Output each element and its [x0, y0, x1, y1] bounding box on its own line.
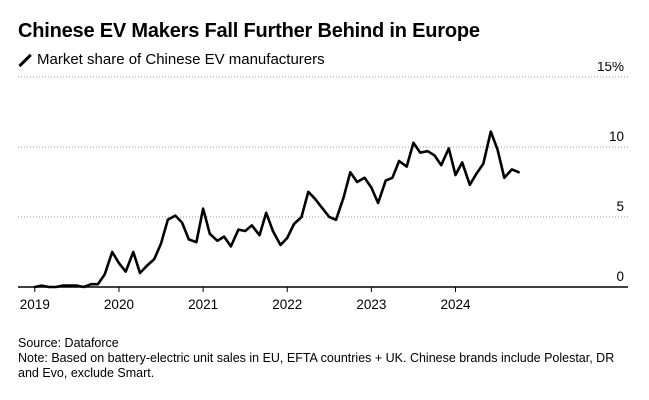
y-tick-label: 0: [616, 269, 624, 284]
x-tick-label: 2022: [272, 297, 302, 312]
x-tick-label: 2020: [104, 297, 134, 312]
y-tick-label: 5: [616, 199, 624, 214]
y-tick-label: 15%: [597, 62, 624, 74]
series-line-market-share: [33, 130, 520, 289]
y-tick-label: 10: [609, 129, 624, 144]
x-axis-ticks: 2019 2020 2021 2022 2023 2024: [20, 287, 471, 312]
legend: Market share of Chinese EV manufacturers: [18, 51, 325, 68]
footer: Source: Dataforce Note: Based on battery…: [18, 336, 633, 381]
x-tick-label: 2021: [188, 297, 218, 312]
chart-title: Chinese EV Makers Fall Further Behind in…: [18, 20, 480, 42]
x-tick-label: 2023: [356, 297, 386, 312]
line-chart: 0 5 10 15% 2019 2020 2021 2022 2023 2024: [18, 62, 628, 312]
legend-label: Market share of Chinese EV manufacturers: [37, 51, 325, 68]
methodology-note: Note: Based on battery-electric unit sal…: [18, 351, 615, 380]
grid-lines: [18, 76, 628, 288]
x-tick-label: 2024: [440, 297, 471, 312]
y-axis-ticks: 0 5 10 15%: [597, 62, 624, 284]
source-note: Source: Dataforce: [18, 336, 119, 350]
x-tick-label: 2019: [20, 297, 50, 312]
series-layer: [33, 130, 520, 289]
